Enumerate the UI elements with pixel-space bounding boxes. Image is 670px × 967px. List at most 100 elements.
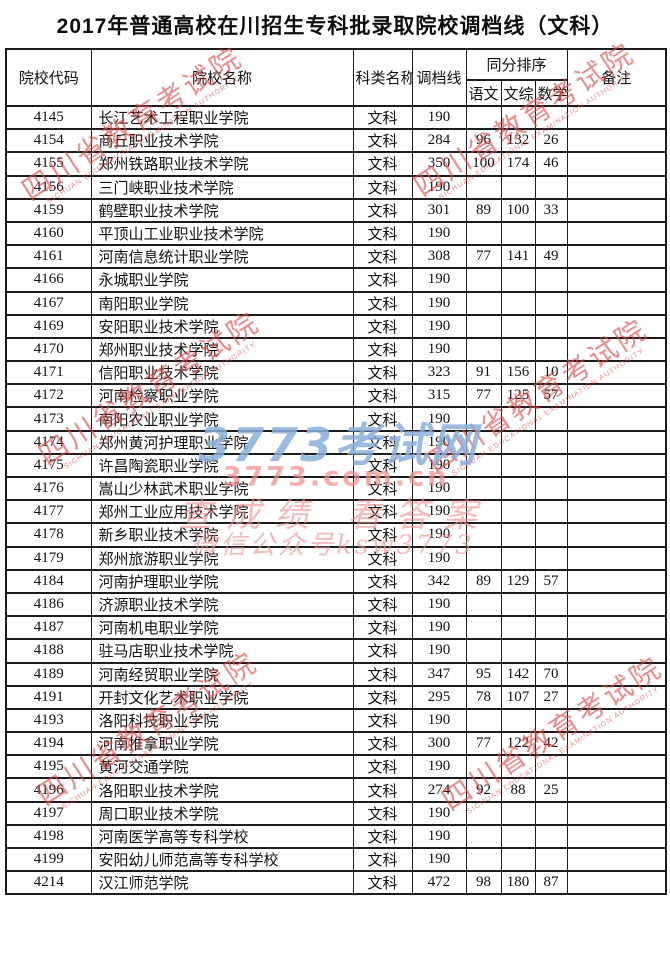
- cell-math: [534, 220, 568, 247]
- cell-college-name: 开封文化艺术职业学院: [90, 684, 354, 710]
- cell-chinese: [465, 846, 502, 873]
- table-row: 4169 安阳职业技术学院 文科 190: [5, 313, 667, 339]
- cell-math: 27: [534, 684, 568, 710]
- cell-category: 文科: [352, 707, 413, 734]
- cell-college-code: 4194: [5, 731, 92, 757]
- cell-chinese: [465, 522, 502, 548]
- header-college-name: 院校名称: [90, 48, 354, 107]
- cell-score-line: 295: [411, 684, 467, 710]
- cell-category: 文科: [352, 731, 413, 757]
- cell-score-line: 190: [411, 452, 467, 479]
- table-row: 4159 鹤壁职业技术学院 文科 301 89 100 33: [5, 197, 667, 223]
- cell-college-code: 4198: [5, 823, 92, 850]
- cell-college-code: 4199: [5, 846, 92, 873]
- cell-math: [534, 313, 568, 339]
- header-comprehensive: 文综: [500, 79, 536, 107]
- cell-comprehensive: [500, 615, 536, 641]
- cell-college-name: 河南机电职业学院: [90, 615, 354, 641]
- cell-remark: [566, 545, 667, 571]
- cell-college-name: 安阳幼儿师范高等专科学校: [90, 846, 354, 873]
- cell-comprehensive: 88: [500, 777, 536, 803]
- cell-remark: [566, 661, 667, 687]
- table-row: 4187 河南机电职业学院 文科 190: [5, 615, 667, 641]
- cell-score-line: 190: [411, 545, 467, 571]
- cell-college-name: 南阳农业职业学院: [90, 406, 354, 432]
- cell-category: 文科: [352, 406, 413, 432]
- cell-college-name: 济源职业技术学院: [90, 591, 354, 618]
- cell-math: [534, 823, 568, 850]
- cell-comprehensive: [500, 104, 536, 131]
- cell-category: 文科: [352, 267, 413, 293]
- cell-college-code: 4193: [5, 707, 92, 734]
- cell-math: [534, 591, 568, 618]
- cell-college-name: 河南医学高等专科学校: [90, 823, 354, 850]
- cell-score-line: 323: [411, 360, 467, 386]
- cell-category: 文科: [352, 174, 413, 200]
- cell-score-line: 190: [411, 104, 467, 131]
- cell-score-line: 190: [411, 615, 467, 641]
- cell-college-name: 许昌陶瓷职业学院: [90, 452, 354, 479]
- cell-category: 文科: [352, 104, 413, 131]
- cell-college-name: 南阳职业学院: [90, 290, 354, 316]
- cell-college-name: 鹤壁职业技术学院: [90, 197, 354, 223]
- cell-remark: [566, 336, 667, 363]
- cell-math: [534, 707, 568, 734]
- header-math: 数学: [534, 79, 568, 107]
- cell-chinese: [465, 545, 502, 571]
- cell-category: 文科: [352, 823, 413, 850]
- cell-college-name: 驻马店职业技术学院: [90, 638, 354, 664]
- cell-category: 文科: [352, 151, 413, 177]
- header-college-code: 院校代码: [5, 48, 92, 107]
- cell-chinese: 95: [465, 661, 502, 687]
- cell-college-name: 河南检察职业学院: [90, 383, 354, 409]
- cell-college-code: 4179: [5, 545, 92, 571]
- cell-remark: [566, 870, 667, 896]
- cell-score-line: 190: [411, 823, 467, 850]
- cell-remark: [566, 707, 667, 734]
- cell-comprehensive: [500, 406, 536, 432]
- header-chinese: 语文: [465, 79, 502, 107]
- cell-chinese: [465, 707, 502, 734]
- cell-college-code: 4191: [5, 684, 92, 710]
- cell-comprehensive: [500, 290, 536, 316]
- cell-comprehensive: 122: [500, 731, 536, 757]
- cell-college-name: 汉江师范学院: [90, 870, 354, 896]
- cell-score-line: 190: [411, 267, 467, 293]
- cell-chinese: [465, 220, 502, 247]
- table-row: 4195 黄河交通学院 文科 190: [5, 754, 667, 780]
- table-row: 4177 郑州工业应用技术学院 文科 190: [5, 499, 667, 525]
- cell-college-code: 4177: [5, 499, 92, 525]
- cell-college-code: 4197: [5, 800, 92, 826]
- cell-chinese: [465, 638, 502, 664]
- header-score-line: 调档线: [411, 48, 467, 107]
- cell-college-code: 4160: [5, 220, 92, 247]
- table-row: 4154 商丘职业技术学院 文科 284 96 132 26: [5, 128, 667, 154]
- cell-category: 文科: [352, 429, 413, 455]
- cell-college-name: 长江艺术工程职业学院: [90, 104, 354, 131]
- cell-score-line: 190: [411, 336, 467, 363]
- cell-chinese: 98: [465, 870, 502, 896]
- cell-comprehensive: 156: [500, 360, 536, 386]
- score-table: 院校代码 院校名称 科类名称 调档线 同分排序 备注 语文 文综 数学 4145…: [5, 48, 667, 896]
- cell-remark: [566, 638, 667, 664]
- cell-college-name: 郑州黄河护理职业学院: [90, 429, 354, 455]
- cell-category: 文科: [352, 870, 413, 896]
- cell-score-line: 190: [411, 475, 467, 502]
- cell-college-code: 4189: [5, 661, 92, 687]
- cell-college-code: 4187: [5, 615, 92, 641]
- cell-comprehensive: 174: [500, 151, 536, 177]
- cell-score-line: 190: [411, 707, 467, 734]
- cell-remark: [566, 522, 667, 548]
- cell-remark: [566, 846, 667, 873]
- cell-chinese: 89: [465, 568, 502, 594]
- cell-comprehensive: [500, 429, 536, 455]
- header-remark: 备注: [566, 48, 667, 107]
- table-row: 4196 洛阳职业技术学院 文科 274 92 88 25: [5, 777, 667, 803]
- cell-remark: [566, 383, 667, 409]
- cell-chinese: [465, 429, 502, 455]
- table-row: 4178 新乡职业技术学院 文科 190: [5, 522, 667, 548]
- cell-category: 文科: [352, 684, 413, 710]
- cell-college-code: 4175: [5, 452, 92, 479]
- cell-score-line: 350: [411, 151, 467, 177]
- cell-remark: [566, 104, 667, 131]
